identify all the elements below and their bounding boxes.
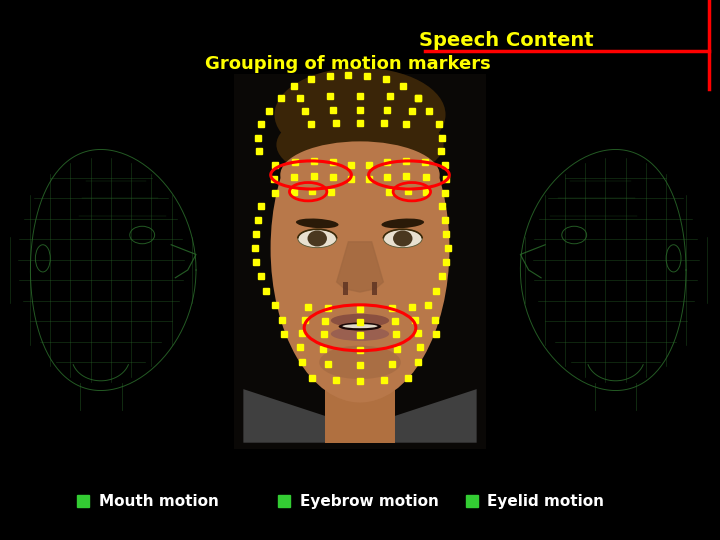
Polygon shape bbox=[395, 389, 477, 443]
Polygon shape bbox=[243, 389, 325, 443]
Polygon shape bbox=[337, 242, 383, 292]
Ellipse shape bbox=[271, 94, 449, 402]
Ellipse shape bbox=[330, 327, 390, 341]
Text: Mouth motion: Mouth motion bbox=[99, 494, 218, 509]
Ellipse shape bbox=[280, 141, 440, 208]
Ellipse shape bbox=[393, 231, 413, 246]
Ellipse shape bbox=[383, 230, 422, 248]
Ellipse shape bbox=[338, 322, 382, 330]
FancyBboxPatch shape bbox=[325, 389, 395, 443]
Ellipse shape bbox=[330, 314, 390, 327]
Ellipse shape bbox=[307, 231, 327, 246]
Text: Eyelid motion: Eyelid motion bbox=[487, 494, 605, 509]
Text: Speech Content: Speech Content bbox=[419, 31, 594, 50]
Ellipse shape bbox=[298, 230, 337, 248]
Ellipse shape bbox=[319, 346, 401, 379]
Ellipse shape bbox=[296, 219, 338, 228]
Ellipse shape bbox=[276, 108, 444, 181]
FancyBboxPatch shape bbox=[233, 75, 487, 449]
Text: Grouping of motion markers: Grouping of motion markers bbox=[205, 55, 491, 73]
Ellipse shape bbox=[382, 219, 424, 228]
Ellipse shape bbox=[274, 68, 446, 161]
Text: Eyebrow motion: Eyebrow motion bbox=[300, 494, 439, 509]
Ellipse shape bbox=[343, 324, 377, 328]
